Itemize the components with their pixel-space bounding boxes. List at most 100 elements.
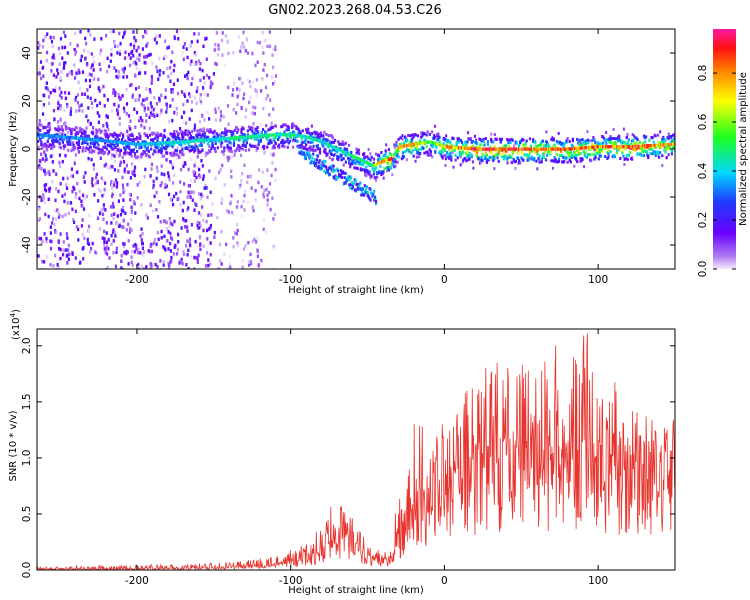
noise-cell — [272, 107, 275, 111]
ridge-cell — [406, 139, 409, 142]
noise-cell — [44, 153, 47, 158]
ridge-cell — [118, 151, 121, 155]
ridge-cell — [239, 137, 242, 141]
ridge-cell — [428, 132, 431, 136]
noise-cell — [57, 46, 60, 51]
ridge-cell — [395, 140, 398, 144]
ridge-cell — [575, 158, 578, 161]
noise-cell — [149, 244, 152, 249]
noise-cell — [81, 218, 84, 222]
noise-cell — [190, 40, 193, 44]
noise-cell — [38, 158, 41, 163]
ridge-cell — [598, 150, 601, 154]
ridge-cell — [585, 155, 588, 159]
ridge-cell — [173, 152, 176, 156]
ridge-cell — [125, 146, 128, 150]
ridge-cell — [67, 148, 70, 152]
noise-cell — [100, 87, 103, 91]
noise-cell — [184, 74, 187, 78]
ridge-cell — [450, 155, 453, 159]
noise-cell — [94, 98, 97, 103]
noise-cell — [194, 52, 197, 57]
ridge-cell — [80, 135, 83, 139]
noise-cell — [156, 113, 159, 118]
noise-cell — [41, 105, 44, 109]
ridge-cell — [612, 137, 615, 140]
noise-cell — [59, 117, 62, 121]
ridge-cell — [617, 139, 620, 143]
noise-cell — [183, 144, 186, 149]
ridge-cell — [382, 170, 385, 174]
noise-cell — [157, 237, 160, 242]
ridge-cell — [178, 142, 181, 146]
ridge-cell — [221, 131, 224, 135]
noise-cell — [193, 128, 196, 132]
noise-cell — [243, 92, 246, 96]
ridge-cell — [603, 137, 606, 141]
noise-cell — [42, 65, 45, 70]
branch-cell — [337, 169, 340, 173]
noise-cell — [178, 155, 181, 159]
noise-cell — [104, 141, 107, 145]
noise-cell — [74, 52, 77, 57]
noise-cell — [160, 93, 163, 98]
noise-cell — [115, 150, 118, 154]
ridge-cell — [490, 150, 493, 154]
noise-cell — [75, 192, 78, 196]
noise-cell — [200, 128, 203, 132]
noise-cell — [91, 177, 94, 181]
noise-cell — [199, 247, 202, 252]
ridge-cell — [374, 166, 378, 170]
ridge-cell — [77, 141, 81, 145]
noise-cell — [266, 168, 269, 172]
noise-cell — [144, 55, 147, 59]
noise-cell — [131, 263, 134, 267]
noise-cell — [103, 164, 106, 168]
noise-cell — [83, 196, 86, 201]
noise-cell — [623, 163, 626, 166]
ridge-cell — [577, 153, 580, 156]
branch-cell — [306, 152, 309, 156]
noise-cell — [245, 38, 249, 42]
ridge-cell — [452, 137, 455, 140]
ridge-cell — [543, 145, 547, 149]
ridge-cell — [565, 139, 568, 143]
ridge-cell — [129, 133, 132, 137]
ridge-cell — [622, 154, 625, 158]
noise-cell — [41, 157, 44, 161]
noise-cell — [209, 80, 212, 84]
ridge-cell — [162, 154, 166, 158]
noise-cell — [173, 110, 176, 115]
ridge-cell — [192, 145, 195, 149]
noise-cell — [262, 106, 265, 111]
noise-cell — [112, 239, 115, 243]
noise-cell — [87, 156, 90, 161]
ridge-cell — [322, 137, 325, 141]
noise-cell — [89, 250, 92, 254]
noise-cell — [169, 197, 172, 202]
noise-cell — [100, 37, 103, 41]
noise-cell — [173, 139, 176, 143]
ridge-cell — [643, 140, 647, 144]
noise-cell — [245, 108, 248, 112]
noise-cell — [168, 262, 171, 267]
noise-cell — [244, 49, 247, 53]
ridge-cell — [471, 139, 474, 143]
noise-cell — [169, 241, 172, 246]
ridge-cell — [412, 154, 415, 158]
ridge-cell — [317, 132, 321, 136]
ridge-cell — [469, 137, 472, 141]
ridge-cell — [214, 150, 217, 154]
noise-cell — [414, 159, 417, 163]
noise-cell — [180, 168, 183, 172]
ridge-cell — [608, 140, 611, 144]
noise-cell — [94, 181, 97, 186]
ridge-cell — [489, 155, 492, 159]
colorbar-tick-label: 0.8 — [697, 65, 709, 82]
ridge-cell — [364, 155, 367, 159]
ridge-cell — [118, 153, 121, 157]
ridge-cell — [150, 147, 153, 151]
noise-cell — [271, 53, 274, 57]
noise-cell — [201, 68, 204, 73]
ridge-cell — [437, 132, 440, 136]
